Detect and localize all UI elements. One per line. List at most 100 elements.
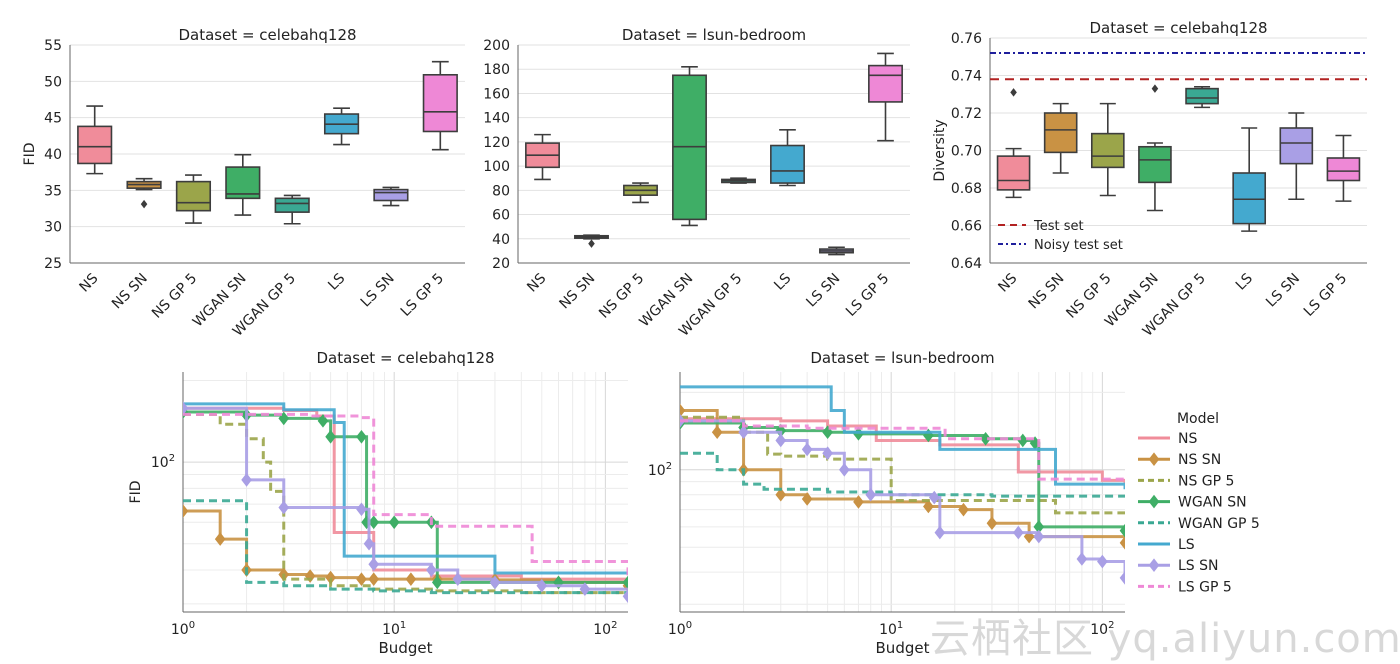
series-line xyxy=(680,419,1125,482)
y-tick-label: 60 xyxy=(492,208,510,224)
legend-label-ls-sn: LS SN xyxy=(1178,558,1219,574)
box-ns-sn xyxy=(1043,102,1078,174)
box-ls-gp-5 xyxy=(868,52,903,142)
box-body xyxy=(1232,172,1267,225)
box-panel-2: 20 40 60 80 100 120 140 160 180 200 Dataset = lsun… xyxy=(483,26,910,340)
box-body xyxy=(868,64,903,103)
x-tick-label-ls-sn: LS SN xyxy=(1263,271,1303,311)
data-point xyxy=(489,575,501,590)
data-point xyxy=(1119,571,1125,585)
watermark: 云栖社区 yq.aliyun.com xyxy=(930,616,1400,662)
x-tick-label-ls: LS xyxy=(771,270,794,293)
x-tick-label-ls-gp-5: LS GP 5 xyxy=(843,271,892,320)
series-ns-sn xyxy=(680,403,1125,550)
data-point xyxy=(317,414,329,428)
box-body xyxy=(996,155,1031,191)
data-point xyxy=(356,502,367,517)
box-ls xyxy=(323,107,360,146)
data-point xyxy=(536,578,548,593)
y-tick-label: 140 xyxy=(483,111,510,127)
x-tick-label-ns: NS xyxy=(77,270,102,295)
box-body xyxy=(225,166,261,200)
box-ns-gp-5 xyxy=(175,174,212,224)
data-point xyxy=(241,473,252,487)
x-axis-label: Budget xyxy=(379,639,433,657)
box-body xyxy=(1138,145,1172,184)
legend-marker xyxy=(1148,494,1160,509)
data-point xyxy=(356,572,367,586)
series-line xyxy=(183,412,628,595)
series-line xyxy=(680,385,1125,490)
data-point xyxy=(405,572,417,586)
data-point xyxy=(711,425,723,440)
data-point xyxy=(183,401,189,416)
box-ls xyxy=(770,128,805,187)
y-tick-label: 0.76 xyxy=(951,31,982,47)
x-tick-label: 101 xyxy=(879,620,903,638)
box-body xyxy=(274,197,310,213)
line-panel-2: Dataset = lsun-bedroom 100 101 102 102 Budget xyxy=(648,349,1125,657)
series-ls xyxy=(680,385,1125,490)
series-ls-gp-5 xyxy=(183,412,628,577)
data-point xyxy=(775,487,787,502)
data-point xyxy=(363,536,375,551)
data-point xyxy=(923,499,934,514)
y-tick-label: 30 xyxy=(44,220,62,236)
y-axis-label: FID xyxy=(128,481,144,504)
series-ls-gp-5 xyxy=(680,419,1125,482)
data-point xyxy=(622,589,628,604)
box-ns-gp-5 xyxy=(1090,102,1125,197)
box-wgan-sn xyxy=(672,66,707,227)
chart-title: Dataset = celebahq128 xyxy=(316,349,494,367)
data-point xyxy=(1119,536,1125,550)
data-point xyxy=(865,487,877,502)
legend-label-ls: LS xyxy=(1178,537,1195,553)
data-point xyxy=(388,515,400,530)
box-body xyxy=(1043,112,1078,154)
box-ns-gp-5 xyxy=(623,182,658,204)
box-wgan-sn xyxy=(225,153,261,216)
y-tick-label: 45 xyxy=(44,111,62,127)
data-point xyxy=(980,431,991,446)
data-point xyxy=(553,575,564,590)
data-point xyxy=(958,502,969,517)
y-tick-label: 0.72 xyxy=(951,106,982,122)
data-point xyxy=(839,462,850,477)
x-tick-label-ns-sn: NS SN xyxy=(109,271,151,313)
series-line xyxy=(183,412,628,577)
legend-label-wgan-gp-5: WGAN GP 5 xyxy=(1178,516,1260,532)
box-body xyxy=(1326,157,1361,182)
legend-marker xyxy=(1148,452,1160,467)
box-ns xyxy=(996,88,1031,199)
x-tick-label-ns-sn: NS SN xyxy=(1026,271,1068,313)
box-wgan-gp-5 xyxy=(274,194,310,225)
y-axis-label: Diversity xyxy=(932,119,948,181)
series-ns-gp-5 xyxy=(183,412,628,595)
series-ls-sn xyxy=(680,414,1125,585)
y-tick-label: 80 xyxy=(492,183,510,199)
x-tick-label: 101 xyxy=(382,620,406,638)
y-axis-label: FID xyxy=(22,143,38,166)
data-point xyxy=(853,495,864,509)
plot-area xyxy=(680,372,1125,612)
data-point xyxy=(278,500,290,515)
x-tick-label-ls: LS xyxy=(1233,270,1256,293)
y-tick-label: 55 xyxy=(44,38,62,54)
y-tick-label: 0.66 xyxy=(951,219,982,235)
y-tick-label: 160 xyxy=(483,86,510,102)
series-line xyxy=(680,451,1125,498)
data-point xyxy=(368,572,380,586)
data-point xyxy=(934,525,946,540)
box-body xyxy=(373,188,409,202)
box-body xyxy=(77,125,113,165)
data-point xyxy=(1033,529,1045,544)
legend-label-ns: NS xyxy=(1178,431,1197,447)
legend: Test set Noisy test set xyxy=(998,219,1123,253)
box-ls-sn xyxy=(1279,112,1314,201)
x-tick-label-ls-gp-5: LS GP 5 xyxy=(1301,271,1350,320)
box-body xyxy=(770,144,805,184)
chart-title: Dataset = lsun-bedroom xyxy=(622,26,806,44)
outlier-marker xyxy=(588,239,595,248)
data-point xyxy=(680,403,686,418)
box-panel-1: 25 30 35 40 45 50 55 Dataset = celebahq128 FID NS… xyxy=(22,26,465,340)
